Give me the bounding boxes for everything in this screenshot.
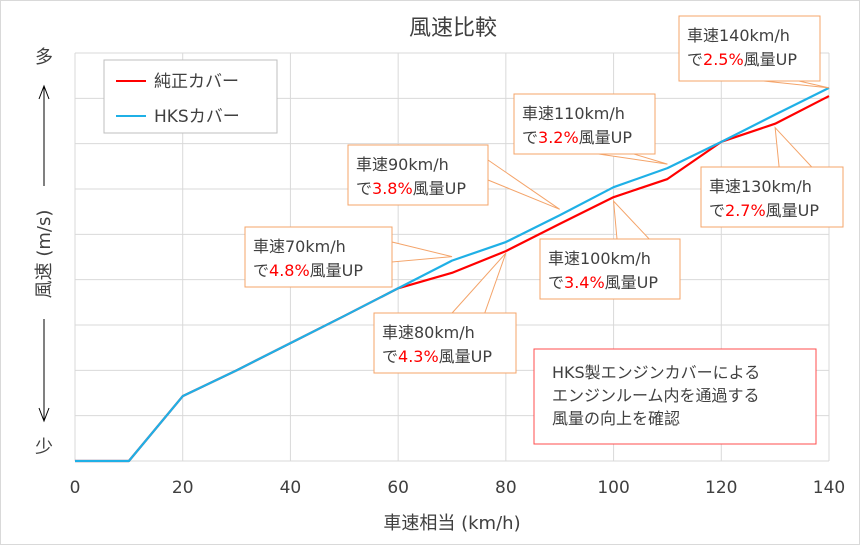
callout-percent: 3.2%	[538, 128, 579, 147]
callout-pointer	[774, 126, 813, 168]
x-tick-label: 40	[280, 478, 302, 498]
legend-item-hks: HKSカバー	[116, 107, 240, 127]
callout-box	[539, 238, 681, 300]
note-line: 風量の向上を確認	[552, 409, 680, 428]
callout-box	[700, 166, 844, 228]
callout-percent: 4.3%	[398, 347, 439, 366]
legend: 純正カバー HKSカバー	[103, 59, 278, 134]
callout-suffix: 風量UP	[413, 179, 467, 198]
callout-pointer	[391, 241, 453, 263]
callout-prefix: で	[253, 261, 269, 280]
callout-box	[347, 144, 489, 206]
x-axis-ticks: 0 20 40 60 80 100 120 140	[70, 478, 846, 498]
callout-prefix: で	[548, 273, 564, 292]
callout-prefix: で	[687, 50, 703, 69]
callout-suffix: 風量UP	[605, 273, 659, 292]
callout-line2: で4.3%風量UP	[382, 347, 492, 366]
callout-line2: で4.8%風量UP	[253, 261, 363, 280]
x-axis-label: 車速相当 (km/h)	[383, 513, 520, 534]
y-axis-up-arrow	[38, 84, 50, 186]
x-tick-label: 100	[597, 478, 629, 498]
callout: 車速70km/h で4.8%風量UP	[244, 226, 393, 288]
callout-prefix: で	[522, 128, 538, 147]
callout: 車速140km/h で2.5%風量UP	[678, 15, 821, 82]
note-box: HKS製エンジンカバーによる エンジンルーム内を通過する 風量の向上を確認	[533, 348, 817, 445]
callout-suffix: 風量UP	[579, 128, 633, 147]
callout-line1: 車速100km/h	[548, 249, 651, 268]
callout-percent: 2.7%	[725, 201, 766, 220]
callout-line2: で2.5%風量UP	[687, 50, 797, 69]
x-tick-label: 80	[495, 478, 517, 498]
callout-box	[678, 15, 821, 82]
callouts: 車速70km/hで4.8%風量UP車速80km/hで4.3%風量UP車速90km…	[244, 15, 844, 374]
note-line: エンジンルーム内を通過する	[552, 386, 760, 405]
callout-suffix: 風量UP	[744, 50, 798, 69]
callout-prefix: で	[709, 201, 725, 220]
callout-suffix: 風量UP	[766, 201, 820, 220]
callout-pointer	[598, 153, 668, 165]
callout-pointer	[612, 199, 651, 240]
callout-percent: 3.4%	[564, 273, 605, 292]
series-lines	[75, 86, 830, 463]
y-axis-down-arrow	[38, 319, 50, 423]
callout-line1: 車速70km/h	[253, 237, 346, 256]
x-tick-label: 140	[813, 478, 845, 498]
x-tick-label: 0	[70, 478, 81, 498]
callout-prefix: で	[382, 347, 398, 366]
callout: 車速130km/h で2.7%風量UP	[700, 166, 844, 228]
note-line: HKS製エンジンカバーによる	[552, 363, 760, 382]
x-tick-label: 120	[705, 478, 737, 498]
callout-line2: で3.4%風量UP	[548, 273, 658, 292]
callout-pointer	[487, 159, 560, 210]
x-tick-label: 20	[172, 478, 194, 498]
callout-box	[244, 226, 393, 288]
legend-item-genuine: 純正カバー	[116, 72, 239, 92]
callout-prefix: で	[356, 179, 372, 198]
callout: 車速100km/h で3.4%風量UP	[539, 238, 681, 300]
callout-suffix: 風量UP	[310, 261, 364, 280]
callout-percent: 4.8%	[269, 261, 310, 280]
callout-line1: 車速110km/h	[522, 104, 625, 123]
legend-label: HKSカバー	[154, 107, 240, 127]
y-axis-top-label: 多	[35, 47, 53, 68]
callout-line1: 車速80km/h	[382, 323, 475, 342]
callout-line1: 車速90km/h	[356, 155, 449, 174]
callout-line2: で2.7%風量UP	[709, 201, 819, 220]
series-line-hks	[75, 86, 830, 463]
y-axis-bottom-label: 少	[35, 437, 53, 458]
callout-suffix: 風量UP	[439, 347, 493, 366]
callout: 車速110km/h で3.2%風量UP	[513, 93, 656, 155]
callout-box	[513, 93, 656, 155]
callout-line2: で3.8%風量UP	[356, 179, 466, 198]
callout-pointer	[763, 80, 830, 89]
callout-line1: 車速130km/h	[709, 177, 812, 196]
callout-line1: 車速140km/h	[687, 26, 790, 45]
legend-label: 純正カバー	[154, 72, 239, 92]
callout: 車速80km/h で4.3%風量UP	[373, 312, 517, 374]
callout: 車速90km/h で3.8%風量UP	[347, 144, 489, 206]
chart-title: 風速比較	[409, 16, 497, 41]
callout-percent: 3.8%	[372, 179, 413, 198]
x-tick-label: 60	[387, 478, 409, 498]
callout-box	[373, 312, 517, 374]
callout-percent: 2.5%	[703, 50, 744, 69]
y-axis-label: 風速 (m/s)	[34, 210, 55, 299]
callout-line2: で3.2%風量UP	[522, 128, 632, 147]
